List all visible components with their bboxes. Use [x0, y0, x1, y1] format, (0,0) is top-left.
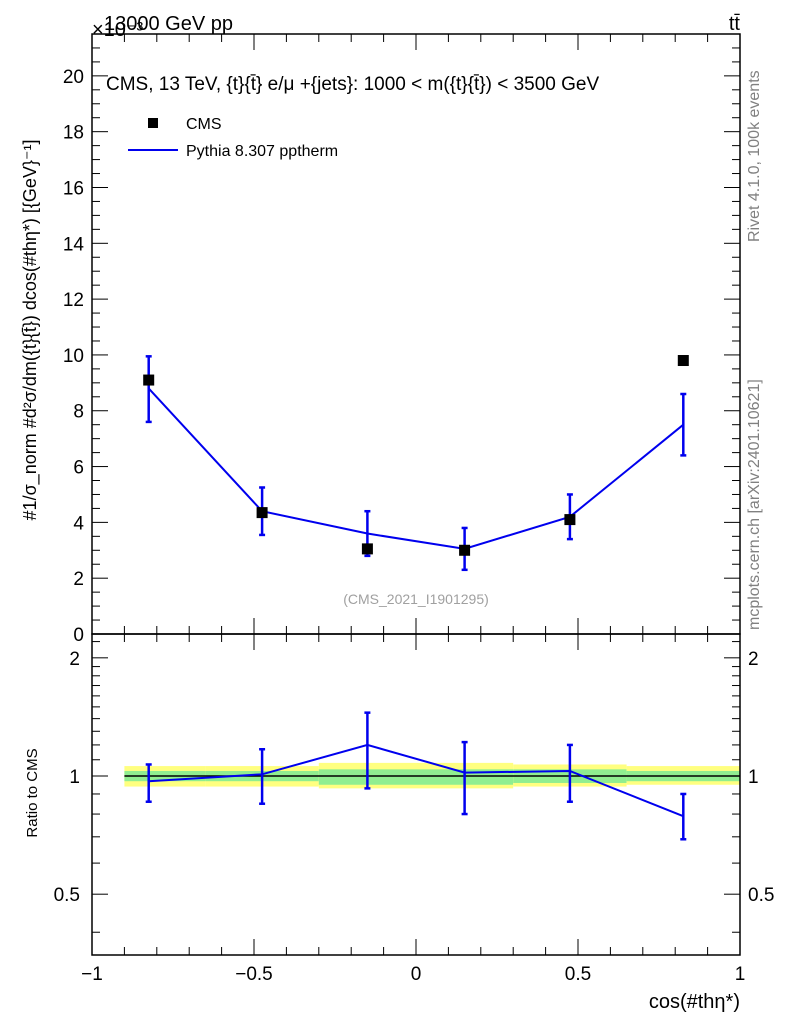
analysis-watermark: (CMS_2021_I1901295)	[343, 591, 489, 607]
main-y-tick-label: 16	[63, 178, 84, 199]
main-y-axis-label: #1/σ_norm #d²σ/dm({t}{t̄}) dcos(#thη*) […	[20, 140, 41, 521]
mcplots-source-label: mcplots.cern.ch [arXiv:2401.10621]	[746, 379, 763, 630]
ratio-series-group	[145, 711, 687, 841]
cms-data-point-1	[256, 507, 268, 519]
x-axis-label: cos(#thη*)	[649, 991, 740, 1013]
ratio-y-tick-label-left: 0.5	[54, 885, 80, 906]
axis-ticks	[91, 33, 741, 955]
main-y-tick-label: 6	[73, 458, 84, 479]
panel-frames	[91, 33, 741, 956]
cms-data-point-4	[564, 514, 576, 526]
rivet-version-label: Rivet 4.1.0, 100k events	[746, 70, 763, 242]
main-title: CMS, 13 TeV, {t}{t̄} e/μ +{jets}: 1000 <…	[106, 74, 599, 95]
cms-data-point-3	[459, 544, 471, 556]
ratio-pythia-line	[148, 743, 684, 818]
ratio-y-tick-label-right: 0.5	[748, 885, 774, 906]
x-tick-label: 1	[735, 964, 746, 985]
main-y-tick-label: 18	[63, 123, 84, 144]
energy-label: 13000 GeV pp	[104, 13, 233, 35]
main-y-tick-label: 0	[73, 625, 84, 646]
ratio-y-tick-label-left: 1	[69, 767, 80, 788]
legend: CMS Pythia 8.307 pptherm	[128, 116, 338, 160]
main-series-group	[143, 355, 689, 572]
cms-data-point-2	[361, 543, 373, 555]
cms-data-point-5	[677, 355, 689, 367]
x-tick-label: 0	[411, 964, 422, 985]
main-y-tick-label: 2	[73, 569, 84, 590]
process-label: tt̄	[729, 13, 741, 35]
legend-cms-label: CMS	[186, 116, 222, 133]
legend-pythia-label: Pythia 8.307 pptherm	[186, 143, 338, 160]
main-y-tick-label: 12	[63, 290, 84, 311]
y-exponent-label: ×10⁻³	[92, 19, 143, 41]
ratio-panel-frame	[91, 633, 741, 956]
x-tick-label: 0.5	[565, 964, 591, 985]
ratio-y-tick-label-left: 2	[69, 649, 80, 670]
legend-cms-marker	[148, 118, 158, 128]
x-tick-label: −0.5	[235, 964, 273, 985]
cms-data-point-0	[143, 374, 155, 386]
ratio-y-tick-label-right: 1	[748, 767, 759, 788]
pythia-line	[147, 387, 684, 550]
x-tick-label: −1	[81, 964, 103, 985]
ratio-y-axis-label: Ratio to CMS	[24, 748, 41, 837]
main-y-tick-label: 4	[73, 513, 84, 534]
main-y-tick-label: 20	[63, 67, 84, 88]
main-y-tick-label: 10	[63, 346, 84, 367]
main-y-tick-label: 8	[73, 402, 84, 423]
ratio-y-tick-label-right: 2	[748, 649, 759, 670]
main-y-tick-label: 14	[63, 234, 85, 255]
